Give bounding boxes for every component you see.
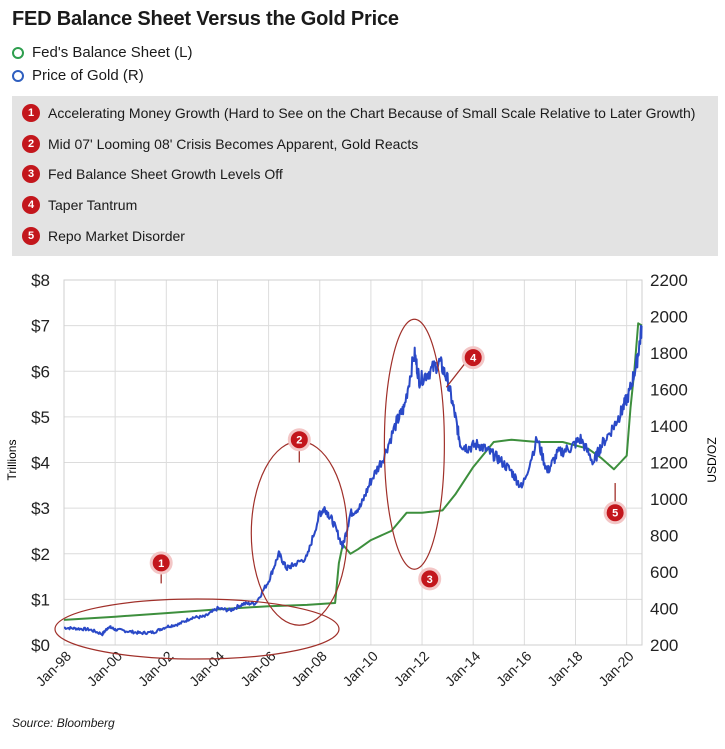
y-tick-label: $2 bbox=[31, 545, 50, 564]
y-tick-label: $0 bbox=[31, 636, 50, 655]
x-tick-label: Jan-08 bbox=[288, 648, 330, 690]
annotation-text-3: Fed Balance Sheet Growth Levels Off bbox=[48, 166, 283, 182]
x-tick-label: Jan-02 bbox=[135, 648, 177, 690]
y2-tick-label: 600 bbox=[650, 563, 678, 582]
y-tick-label: $1 bbox=[31, 590, 50, 609]
x-tick-label: Jan-16 bbox=[493, 648, 535, 690]
legend-item-gold: Price of Gold (R) bbox=[12, 67, 144, 84]
annotation-text-2: Mid 07' Looming 08' Crisis Becomes Appar… bbox=[48, 136, 418, 152]
x-tick-label: Jan-04 bbox=[186, 648, 228, 690]
annotation-2: 2 Mid 07' Looming 08' Crisis Becomes App… bbox=[22, 135, 418, 153]
callout-badge-4: 4 bbox=[463, 348, 483, 368]
y-tick-label: $3 bbox=[31, 499, 50, 518]
y-tick-label: $4 bbox=[31, 454, 50, 473]
y2-tick-label: 200 bbox=[650, 636, 678, 655]
legend-dot-gold bbox=[12, 70, 24, 82]
annotation-badge-5: 5 bbox=[22, 227, 40, 245]
callout-badge-number: 2 bbox=[296, 435, 302, 447]
annotation-badge-1: 1 bbox=[22, 104, 40, 122]
callout-badge-number: 1 bbox=[158, 558, 164, 570]
callout-badge-number: 3 bbox=[427, 574, 433, 586]
x-tick-label: Jan-10 bbox=[339, 648, 381, 690]
callout-badge-1: 1 bbox=[151, 553, 171, 573]
callout-layer: 1 2 3 4 5 bbox=[55, 319, 625, 659]
callout-ellipse-2 bbox=[251, 441, 347, 625]
legend-label-fed: Fed's Balance Sheet (L) bbox=[32, 44, 192, 61]
chart-title: FED Balance Sheet Versus the Gold Price bbox=[12, 8, 399, 31]
x-tick-label: Jan-14 bbox=[442, 648, 484, 690]
callout-ellipse-1 bbox=[55, 599, 339, 659]
callout-badge-number: 4 bbox=[470, 353, 477, 365]
x-tick-label: Jan-12 bbox=[391, 648, 433, 690]
series-layer bbox=[64, 323, 642, 635]
callout-badge-number: 5 bbox=[612, 508, 618, 520]
y2-tick-label: 2000 bbox=[650, 308, 688, 327]
y-tick-label: $7 bbox=[31, 317, 50, 336]
y2-tick-label: 1200 bbox=[650, 454, 688, 473]
y-axis-left-label: Trillions bbox=[5, 440, 19, 481]
annotation-text-1: Accelerating Money Growth (Hard to See o… bbox=[48, 105, 695, 121]
annotation-badge-4: 4 bbox=[22, 196, 40, 214]
y-axis-right-label: USD/OZ bbox=[705, 437, 719, 482]
y-tick-label: $5 bbox=[31, 408, 50, 427]
y2-tick-label: 1400 bbox=[650, 417, 688, 436]
annotation-5: 5 Repo Market Disorder bbox=[22, 227, 185, 245]
x-tick-label: Jan-20 bbox=[595, 648, 637, 690]
annotation-badge-2: 2 bbox=[22, 135, 40, 153]
y2-tick-label: 1600 bbox=[650, 381, 688, 400]
y2-tick-label: 800 bbox=[650, 527, 678, 546]
annotation-text-5: Repo Market Disorder bbox=[48, 228, 185, 244]
y2-tick-label: 1000 bbox=[650, 490, 688, 509]
annotation-4: 4 Taper Tantrum bbox=[22, 196, 137, 214]
y-axis-left: $0 $1 $2 $3 $4 $5 $6 $7 $8 bbox=[31, 271, 50, 655]
y2-tick-label: 2200 bbox=[650, 271, 688, 290]
annotation-3: 3 Fed Balance Sheet Growth Levels Off bbox=[22, 165, 283, 183]
y-axis-right: 200 400 600 800 1000 1200 1400 1600 1800 2000 2200 bbox=[650, 271, 688, 655]
callout-leader-4 bbox=[446, 364, 464, 387]
series-line-fed bbox=[64, 323, 642, 620]
chart-plot: $0 $1 $2 $3 $4 $5 $6 $7 $8 200 400 600 800 1000 1200 1… bbox=[0, 260, 725, 712]
annotation-panel: 1 Accelerating Money Growth (Hard to See… bbox=[12, 96, 718, 256]
callout-badge-5: 5 bbox=[605, 503, 625, 523]
legend-item-fed: Fed's Balance Sheet (L) bbox=[12, 44, 192, 61]
y2-tick-label: 400 bbox=[650, 600, 678, 619]
annotation-badge-3: 3 bbox=[22, 165, 40, 183]
series-line-gold bbox=[64, 326, 642, 636]
y-tick-label: $8 bbox=[31, 271, 50, 290]
y-tick-label: $6 bbox=[31, 362, 50, 381]
callout-badge-3: 3 bbox=[420, 569, 440, 589]
annotation-1: 1 Accelerating Money Growth (Hard to See… bbox=[22, 104, 695, 122]
legend-label-gold: Price of Gold (R) bbox=[32, 67, 144, 84]
y2-tick-label: 1800 bbox=[650, 344, 688, 363]
x-axis: Jan-98 Jan-00 Jan-02 Jan-04 Jan-06 Jan-08 Jan-… bbox=[33, 648, 637, 690]
source-note: Source: Bloomberg bbox=[12, 716, 115, 730]
x-tick-label: Jan-18 bbox=[544, 648, 586, 690]
callout-badge-2: 2 bbox=[289, 430, 309, 450]
annotation-text-4: Taper Tantrum bbox=[48, 197, 137, 213]
legend-dot-fed bbox=[12, 47, 24, 59]
